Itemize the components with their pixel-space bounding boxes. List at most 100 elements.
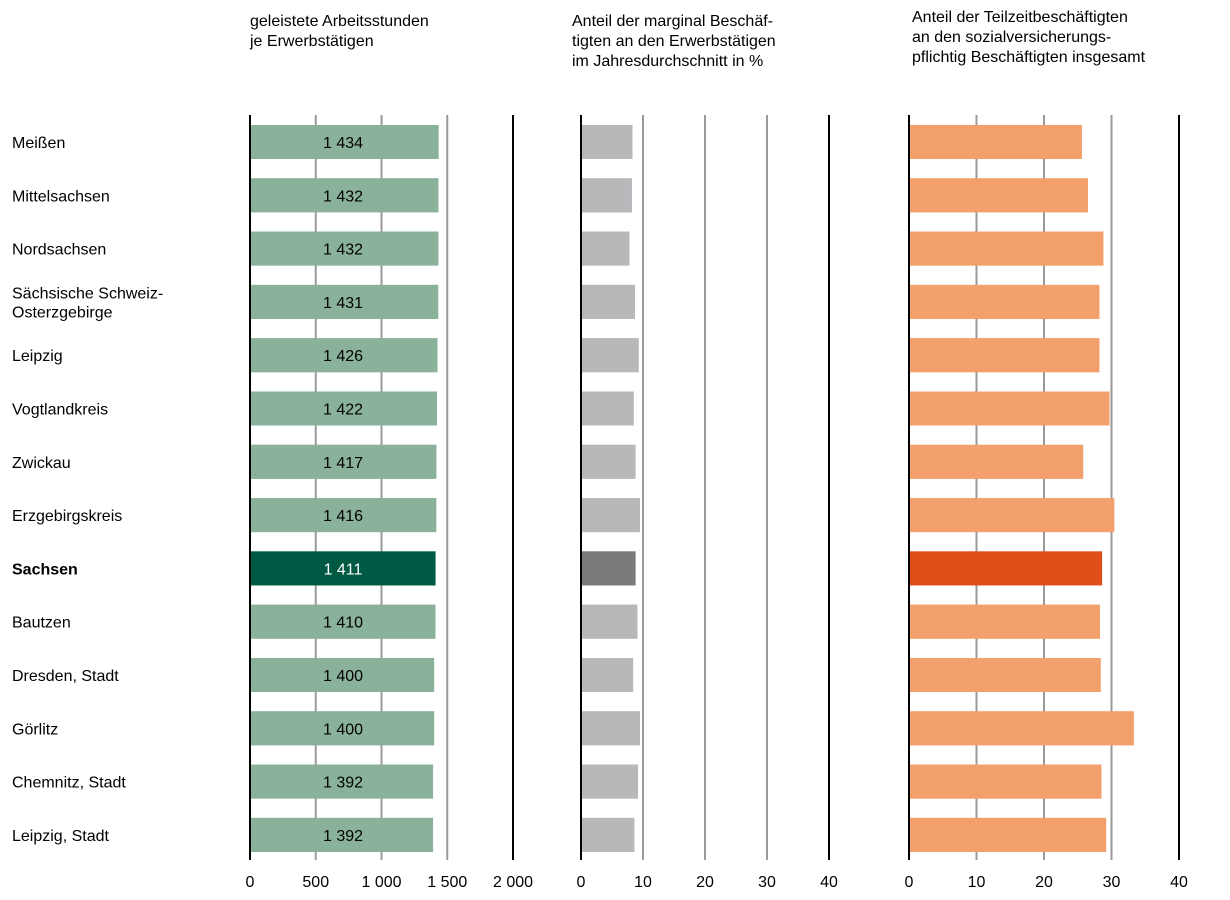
bar-overlay bbox=[251, 498, 437, 533]
panel-hours: 0 500 1 000 1 500 2 000 1 434 1 432 1 432 1 431 1… bbox=[246, 115, 533, 891]
data-label: 1 426 bbox=[323, 348, 363, 365]
bar-overlay bbox=[582, 444, 636, 479]
x-tick-label: 2 000 bbox=[493, 874, 533, 891]
bar-overlay bbox=[251, 284, 439, 319]
data-label: 1 417 bbox=[323, 455, 363, 472]
x-tick-label: 30 bbox=[758, 874, 776, 891]
data-label: 1 410 bbox=[323, 615, 363, 632]
x-tick-label: 1 500 bbox=[427, 874, 467, 891]
bar-overlay bbox=[910, 284, 1100, 319]
bar-overlay bbox=[910, 498, 1115, 533]
x-tick-label: 0 bbox=[246, 874, 255, 891]
row-label: Erzgebirgskreis bbox=[12, 508, 122, 525]
bar-overlay bbox=[251, 551, 436, 586]
x-tick-label: 500 bbox=[302, 874, 329, 891]
bar-overlay bbox=[582, 658, 634, 692]
panel-title-marginal: Anteil der marginal Beschäf- tigten an d… bbox=[572, 12, 776, 72]
row-label: Leipzig, Stadt bbox=[12, 828, 110, 845]
bar-overlay bbox=[582, 817, 635, 852]
bar-overlay bbox=[251, 658, 435, 692]
bar-overlay bbox=[251, 604, 436, 639]
bar-overlay bbox=[251, 338, 438, 373]
bar-overlay bbox=[251, 817, 434, 852]
row-label: Sachsen bbox=[12, 561, 78, 578]
x-tick-label: 20 bbox=[696, 874, 714, 891]
bar-overlay bbox=[582, 711, 640, 746]
data-label: 1 411 bbox=[324, 561, 363, 578]
bar-overlay bbox=[251, 231, 439, 266]
x-tick-label: 20 bbox=[1035, 874, 1053, 891]
x-tick-label: 10 bbox=[634, 874, 652, 891]
bar-overlay bbox=[910, 764, 1102, 799]
data-label: 1 431 bbox=[323, 295, 363, 312]
bar-overlay bbox=[582, 231, 630, 266]
bar-overlay bbox=[910, 125, 1082, 159]
row-label: Nordsachsen bbox=[12, 242, 106, 259]
bar-overlay bbox=[910, 444, 1084, 479]
panel-title-hours-line-1: geleistete Arbeitsstunden bbox=[250, 13, 429, 30]
bar-overlay bbox=[582, 498, 640, 533]
data-label: 1 432 bbox=[323, 242, 363, 259]
x-tick-label: 1 000 bbox=[361, 874, 401, 891]
x-tick-label: 0 bbox=[577, 874, 586, 891]
bar-overlay bbox=[582, 284, 635, 319]
data-label: 1 392 bbox=[323, 775, 363, 792]
bar-overlay bbox=[910, 604, 1101, 639]
bar-overlay bbox=[910, 391, 1110, 426]
panel-title-hours: geleistete Arbeitsstunden je Erwerbstäti… bbox=[250, 12, 429, 52]
data-label: 1 422 bbox=[323, 402, 363, 419]
data-label: 1 416 bbox=[323, 508, 363, 525]
row-label: Görlitz bbox=[12, 721, 58, 738]
bar-overlay bbox=[582, 764, 639, 799]
row-label: Dresden, Stadt bbox=[12, 668, 119, 685]
bar-overlay bbox=[582, 338, 639, 373]
panel-title-parttime-line-2: an den sozialversicherungs- bbox=[912, 29, 1112, 46]
bar-overlay bbox=[251, 764, 434, 799]
data-label: 1 432 bbox=[323, 188, 363, 205]
x-tick-label: 30 bbox=[1103, 874, 1121, 891]
row-label: Leipzig bbox=[12, 348, 63, 365]
bar-overlay bbox=[910, 711, 1134, 746]
row-label: Mittelsachsen bbox=[12, 188, 110, 205]
bar-overlay bbox=[251, 711, 435, 746]
row-label: Chemnitz, Stadt bbox=[12, 775, 126, 792]
bar-overlay bbox=[910, 658, 1101, 692]
bar-overlay bbox=[251, 178, 439, 213]
bar-overlay bbox=[910, 178, 1088, 213]
data-label: 1 400 bbox=[323, 668, 363, 685]
bar-overlay bbox=[910, 338, 1100, 373]
bar-overlay bbox=[251, 125, 439, 159]
row-label: Zwickau bbox=[12, 455, 71, 472]
row-label: Bautzen bbox=[12, 615, 71, 632]
bar-overlay bbox=[251, 444, 437, 479]
row-label: Meißen bbox=[12, 135, 65, 152]
bar-overlay bbox=[910, 231, 1104, 266]
bar-overlay bbox=[582, 391, 634, 426]
row-label: Vogtlandkreis bbox=[12, 402, 108, 419]
panel-title-parttime-line-3: pflichtig Beschäftigten insgesamt bbox=[912, 49, 1146, 66]
panel-title-marginal-line-1: Anteil der marginal Beschäf- bbox=[572, 13, 773, 30]
data-label: 1 392 bbox=[323, 828, 363, 845]
panel-title-parttime-line-1: Anteil der Teilzeitbeschäftigten bbox=[912, 9, 1128, 26]
x-tick-label: 10 bbox=[968, 874, 986, 891]
bar-overlay bbox=[251, 391, 437, 426]
panel-title-parttime: Anteil der Teilzeitbeschäftigten an den … bbox=[912, 8, 1145, 68]
bar-overlay bbox=[910, 817, 1107, 852]
panel-parttime: 0 10 20 30 40 bbox=[905, 115, 1188, 891]
panel-title-marginal-line-3: im Jahresdurchschnitt in % bbox=[572, 53, 764, 70]
panel-title-marginal-line-2: tigten an den Erwerbstätigen bbox=[572, 33, 776, 50]
panel-title-hours-line-2: je Erwerbstätigen bbox=[250, 33, 374, 50]
row-label: Sächsische Schweiz-Osterzgebirge bbox=[12, 285, 163, 321]
bar-overlay bbox=[582, 178, 632, 213]
x-tick-label: 40 bbox=[820, 874, 838, 891]
panel-marginal: 0 10 20 30 40 bbox=[577, 115, 838, 891]
bar-overlay bbox=[582, 125, 633, 159]
x-tick-label: 0 bbox=[905, 874, 914, 891]
bar-overlay bbox=[582, 604, 638, 639]
x-tick-label: 40 bbox=[1170, 874, 1188, 891]
bar-overlay bbox=[910, 551, 1103, 586]
data-label: 1 434 bbox=[323, 135, 363, 152]
data-label: 1 400 bbox=[323, 721, 363, 738]
bar-overlay bbox=[582, 551, 636, 586]
